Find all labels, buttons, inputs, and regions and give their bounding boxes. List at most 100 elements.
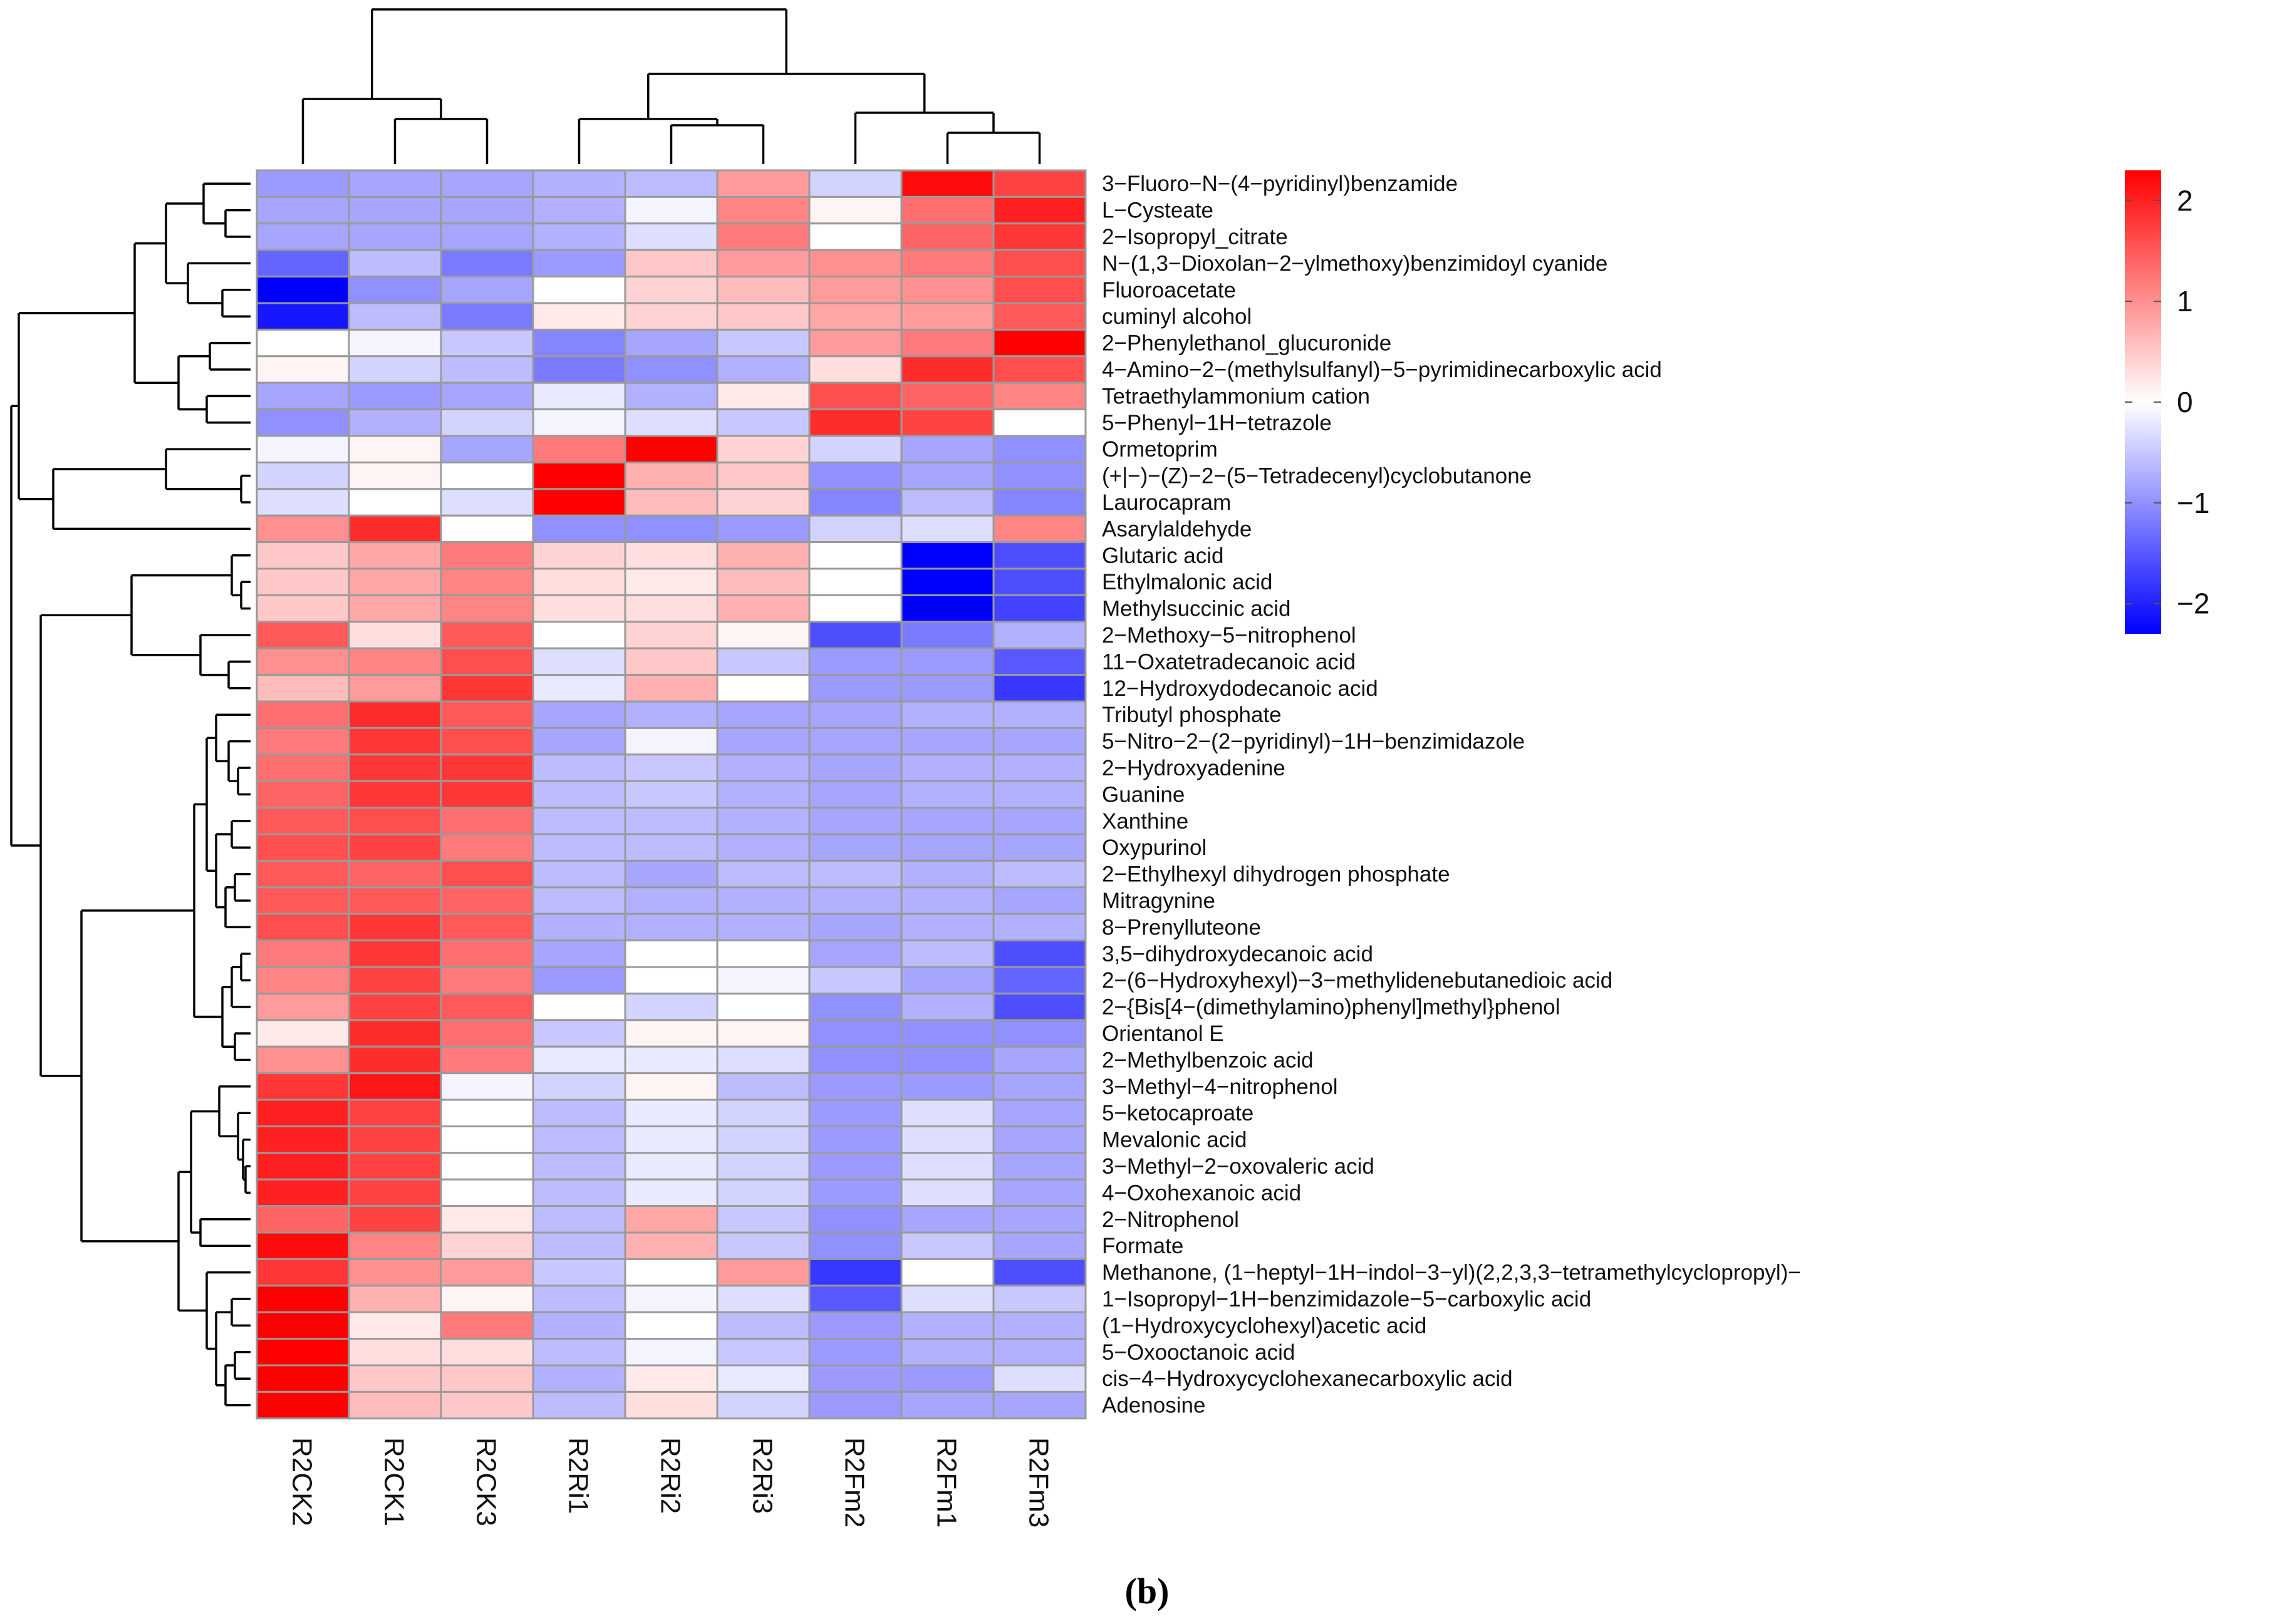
heatmap-cell: [808, 1099, 903, 1127]
heatmap-cell: [624, 674, 719, 703]
heatmap-cell: [532, 621, 626, 649]
heatmap-cell: [624, 992, 719, 1021]
heatmap-cell: [992, 753, 1087, 782]
heatmap-cell: [992, 1152, 1087, 1181]
heatmap-cell: [716, 222, 811, 251]
heatmap-cell: [900, 833, 995, 862]
legend-tick-label: −2: [2177, 587, 2209, 620]
heatmap-cell: [532, 833, 626, 862]
heatmap-cell: [992, 222, 1087, 251]
heatmap-cell: [900, 1125, 995, 1154]
heatmap-cell: [256, 461, 350, 490]
heatmap-cell: [900, 195, 995, 225]
heatmap-cell: [900, 541, 995, 570]
heatmap-cell: [440, 488, 534, 517]
heatmap-cell: [624, 195, 719, 225]
heatmap-cell: [624, 355, 719, 384]
heatmap-cell: [532, 328, 626, 358]
heatmap-cell: [440, 1231, 534, 1260]
row-label: Orientanol E: [1102, 1021, 1224, 1046]
heatmap-cell: [348, 753, 442, 782]
heatmap-cell: [348, 1045, 442, 1075]
heatmap-cell: [992, 381, 1087, 411]
heatmap-cell: [992, 488, 1087, 517]
heatmap-cell: [716, 435, 811, 463]
heatmap-cell: [716, 276, 811, 304]
heatmap-cell: [716, 1390, 811, 1420]
heatmap-cell: [808, 169, 903, 198]
heatmap-cell: [256, 328, 350, 358]
row-label: 4−Amino−2−(methylsulfanyl)−5−pyrimidinec…: [1102, 358, 1662, 382]
heatmap-cell: [532, 435, 626, 463]
heatmap-cell: [532, 1178, 626, 1208]
heatmap-cell: [808, 1311, 903, 1340]
heatmap-cell: [808, 859, 903, 889]
row-label: 2−Nitrophenol: [1102, 1208, 1239, 1232]
heatmap-cell: [900, 1019, 995, 1048]
heatmap-cell: [440, 461, 534, 490]
heatmap-cell: [440, 886, 534, 915]
heatmap-cell: [532, 727, 626, 756]
heatmap-cell: [440, 222, 534, 251]
heatmap-cell: [808, 302, 903, 331]
heatmap-cell: [348, 939, 442, 968]
heatmap-cell: [808, 966, 903, 995]
heatmap-cell: [716, 621, 811, 649]
heatmap-cell: [716, 1205, 811, 1234]
heatmap-cell: [624, 249, 719, 278]
heatmap-cell: [716, 833, 811, 862]
heatmap-cell: [992, 1390, 1087, 1420]
heatmap-cell: [348, 1338, 442, 1367]
heatmap-cell: [716, 859, 811, 889]
heatmap-cell: [900, 1364, 995, 1393]
heatmap-cell: [440, 1045, 534, 1075]
row-label: 1−Isopropyl−1H−benzimidazole−5−carboxyli…: [1102, 1287, 1591, 1311]
heatmap-cell: [256, 1125, 350, 1154]
heatmap-cell: [808, 1045, 903, 1075]
heatmap-cell: [716, 302, 811, 331]
heatmap-cell: [992, 1285, 1087, 1313]
heatmap-cell: [808, 992, 903, 1021]
heatmap-cell: [900, 939, 995, 968]
heatmap-cell: [348, 992, 442, 1021]
heatmap-cell: [624, 621, 719, 649]
heatmap-cell: [716, 1364, 811, 1393]
heatmap-cell: [532, 169, 626, 198]
heatmap-cell: [532, 992, 626, 1021]
heatmap-cell: [900, 647, 995, 676]
heatmap-cell: [440, 1364, 534, 1393]
row-label: 2−Ethylhexyl dihydrogen phosphate: [1102, 862, 1450, 887]
heatmap-cell: [348, 169, 442, 198]
row-label: 5−Oxooctanoic acid: [1102, 1340, 1295, 1365]
heatmap-cell: [256, 939, 350, 968]
heatmap-cell: [440, 276, 534, 304]
heatmap-cell: [992, 833, 1087, 862]
heatmap-cell: [992, 780, 1087, 809]
heatmap-cell: [348, 355, 442, 384]
heatmap-cell: [624, 488, 719, 517]
legend-tick-label: 0: [2177, 386, 2193, 418]
heatmap-cell: [532, 1285, 626, 1313]
heatmap-cell: [992, 1338, 1087, 1367]
row-label: Formate: [1102, 1234, 1183, 1258]
heatmap-cell: [532, 355, 626, 384]
heatmap-cell: [440, 355, 534, 384]
heatmap-cell: [716, 913, 811, 942]
heatmap-cell: [532, 1338, 626, 1367]
heatmap-cell: [256, 1231, 350, 1260]
heatmap-cell: [256, 647, 350, 676]
heatmap-cell: [624, 1285, 719, 1313]
heatmap-cell: [808, 647, 903, 676]
row-label: Oxypurinol: [1102, 835, 1207, 860]
heatmap-cell: [440, 700, 534, 729]
heatmap-cell: [808, 807, 903, 835]
heatmap-cell: [992, 541, 1087, 570]
heatmap-cell: [624, 1125, 719, 1154]
heatmap-cell: [256, 621, 350, 649]
heatmap-cell: [992, 567, 1087, 596]
heatmap-cell: [624, 328, 719, 358]
heatmap-cell: [256, 1019, 350, 1048]
heatmap-cell: [624, 700, 719, 729]
heatmap-cell: [808, 886, 903, 915]
